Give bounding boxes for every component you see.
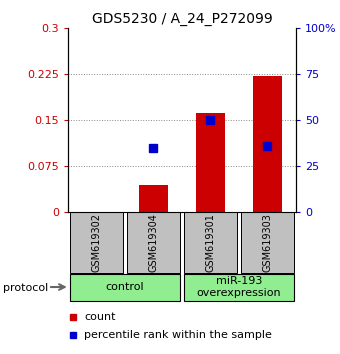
FancyBboxPatch shape [184,274,294,301]
FancyBboxPatch shape [127,212,180,273]
Text: percentile rank within the sample: percentile rank within the sample [84,330,272,339]
Bar [196,113,225,212]
Text: miR-193
overexpression: miR-193 overexpression [197,276,281,298]
Bar [139,185,168,212]
Text: control: control [106,282,144,292]
FancyBboxPatch shape [184,212,237,273]
Text: GSM619302: GSM619302 [91,213,101,272]
Text: GSM619301: GSM619301 [205,213,215,272]
Text: protocol: protocol [3,283,49,293]
FancyBboxPatch shape [70,274,180,301]
FancyBboxPatch shape [241,212,294,273]
Title: GDS5230 / A_24_P272099: GDS5230 / A_24_P272099 [91,12,272,26]
Text: GSM619303: GSM619303 [262,213,272,272]
Text: GSM619304: GSM619304 [149,213,158,272]
Bar [253,76,282,212]
Text: count: count [84,312,116,322]
FancyBboxPatch shape [70,212,123,273]
